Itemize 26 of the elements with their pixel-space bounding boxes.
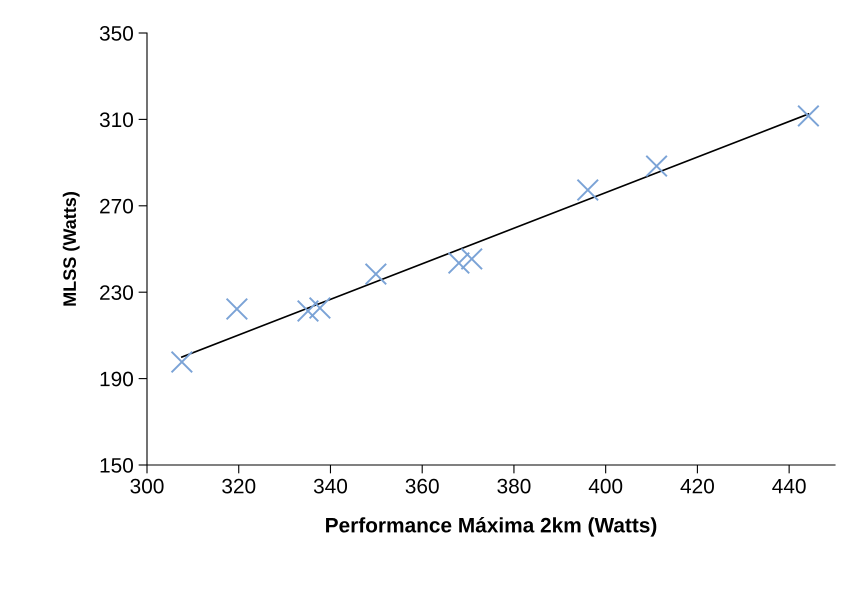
x-tick-label: 320 xyxy=(222,478,256,494)
x-axis-title: Performance Máxima 2km (Watts) xyxy=(326,517,656,537)
x-tick-label: 340 xyxy=(314,478,348,494)
y-tick-label: 350 xyxy=(100,26,133,41)
point xyxy=(460,248,484,270)
y-tick-label: 270 xyxy=(100,198,133,214)
point xyxy=(645,154,668,178)
y-tick-label: 190 xyxy=(100,372,133,386)
x-tick-label: 440 xyxy=(772,478,806,494)
y-tick-label: 310 xyxy=(100,112,133,128)
point xyxy=(576,178,600,202)
x-tick-label: 300 xyxy=(130,478,164,494)
x-tick-label: 360 xyxy=(406,478,439,494)
point xyxy=(308,296,332,320)
point xyxy=(170,350,194,374)
y-tick-label: 150 xyxy=(100,458,133,473)
y-tick-label: 230 xyxy=(100,285,133,300)
point xyxy=(226,298,248,320)
y-axis-title: MLSS (Watts) xyxy=(62,192,80,306)
point xyxy=(296,300,320,322)
point xyxy=(797,104,820,128)
x-tick-label: 400 xyxy=(588,478,622,494)
x-tick-label: 380 xyxy=(497,478,530,494)
x-tick-label: 420 xyxy=(680,478,714,494)
point xyxy=(448,252,470,274)
point xyxy=(364,262,388,286)
